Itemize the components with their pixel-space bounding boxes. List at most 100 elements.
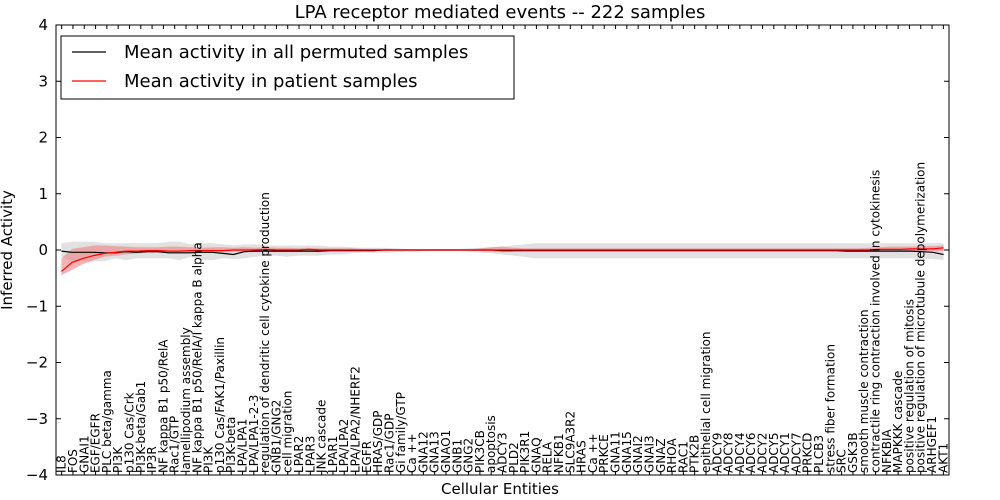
x-tick-label: ADCY3 — [496, 432, 510, 473]
x-tick-label: GNAQ — [529, 437, 543, 473]
x-tick-label: positive regulation of microtubule depol… — [914, 162, 928, 473]
legend-label-patient: Mean activity in patient samples — [124, 71, 418, 92]
x-tick-label: contractile ring contraction involved in… — [869, 170, 883, 473]
x-tick-label: MAPKKK cascade — [891, 371, 905, 473]
x-tick-label: LPAR1 — [326, 436, 340, 473]
band-patient — [61, 245, 944, 276]
x-tick-label: EGF/EGFR — [89, 413, 103, 473]
x-tick-label: GNAI2 — [631, 435, 645, 473]
x-tick-label: Rac1/GDP — [383, 414, 397, 473]
x-tick-label: ARHGEF1 — [925, 416, 939, 473]
y-tick-label: 4 — [38, 16, 48, 34]
x-tick-label: PLC beta/gamma — [100, 370, 114, 473]
y-tick-label: −4 — [26, 466, 48, 484]
x-tick-label: LPA/LPA2/NHERF2 — [349, 366, 363, 473]
x-tick-label: positive regulation of mitosis — [902, 299, 916, 473]
x-tick-label: IL8 — [55, 455, 69, 473]
x-tick-label: regulation of dendritic cell cytokine pr… — [258, 192, 272, 473]
x-tick-label: EGFR — [360, 441, 374, 473]
x-axis-label: Cellular Entities — [441, 480, 559, 498]
x-tick-label: LPA/LPA1 — [236, 419, 250, 473]
plot-frame — [55, 24, 950, 476]
x-tick-label: ADCY2 — [756, 432, 770, 473]
line-layer — [61, 247, 944, 272]
x-tick-label: NF kappa B1 p50/RelA/I kappa B alpha — [190, 242, 204, 473]
y-tick-label: −3 — [26, 410, 48, 428]
x-tick-label: apoptosis — [484, 415, 498, 473]
x-tick-label: AKT1 — [936, 443, 950, 473]
y-tick-label: 2 — [38, 129, 48, 147]
x-tick-label: GNG2 — [462, 438, 476, 473]
x-tick-label: PLD2 — [507, 442, 521, 473]
x-tick-label: PI3K — [111, 446, 125, 473]
x-tick-label: ADCY9 — [710, 432, 724, 473]
x-tick-label: FOS — [66, 449, 80, 473]
x-tick-label: GNA12 — [416, 431, 430, 473]
y-tick-label: −1 — [26, 297, 48, 315]
legend-box — [60, 35, 515, 100]
y-axis-label: Inferred Activity — [0, 190, 16, 310]
band-layer — [61, 241, 944, 276]
x-tick-label: NF kappa B1 p50/RelA — [156, 339, 170, 473]
x-tick-label: SLC9A3R2 — [563, 411, 577, 473]
x-tick-label: GNA15 — [620, 431, 634, 473]
x-tick-label: GNB1 — [450, 439, 464, 473]
x-tick-label: PLCB3 — [812, 435, 826, 473]
x-tick-label: PTK2B — [688, 435, 702, 473]
x-tick-label: GNAI3 — [642, 435, 656, 473]
x-tick-label: LPA/LPA2 — [337, 419, 351, 473]
x-tick-label: GNA13 — [428, 431, 442, 473]
x-tick-label: SRC — [835, 449, 849, 473]
x-tick-label: GNAZ — [654, 438, 668, 473]
x-tick-label: ADCY4 — [733, 432, 747, 473]
x-tick-label: GNB1/GNG2 — [269, 400, 283, 473]
x-tick-label: LPAR2 — [292, 436, 306, 473]
x-tick-label: ADCY7 — [789, 432, 803, 473]
x-tick-label: NFKBIA — [880, 428, 894, 473]
x-tick-label: GSK3B — [846, 432, 860, 473]
x-tick-label: PI3K-beta — [224, 417, 238, 473]
x-tick-label: PI3K — [202, 446, 216, 473]
x-tick-label: PI3K-beta/Gab1 — [134, 381, 148, 473]
x-tick-label: cell migration — [281, 391, 295, 473]
x-tick-label: PIK3CB — [473, 430, 487, 473]
x-tick-label: Ca ++ — [405, 433, 419, 473]
x-tick-label: PIK3R1 — [518, 431, 532, 473]
x-tick-label: JNK cascade — [315, 400, 329, 474]
x-tick-label: HRAS/GDP — [371, 411, 385, 474]
y-tick-label: −2 — [26, 354, 48, 372]
x-tick-label: ADCY8 — [722, 432, 736, 473]
x-tick-label: PRKCD — [801, 433, 815, 473]
x-tick-label: epithelial cell migration — [699, 331, 713, 473]
x-tick-label: HRAS — [575, 440, 589, 473]
x-tick-label: Rac1/GTP — [168, 416, 182, 473]
y-tick-label: 3 — [38, 72, 48, 90]
x-tick-label: GNAO1 — [439, 430, 453, 473]
x-tick-label: LPAR3 — [303, 436, 317, 473]
y-tick-label: 1 — [38, 185, 48, 203]
x-tick-label: p130 Cas/FAK1/Paxillin — [213, 337, 227, 473]
x-tick-label: RELA — [541, 441, 555, 473]
series-line-patient — [61, 247, 944, 272]
legend-label-permuted: Mean activity in all permuted samples — [124, 42, 468, 63]
x-tick-label: RHOA — [665, 437, 679, 473]
y-tick-label: 0 — [38, 241, 48, 259]
x-tick-label: ADCY5 — [767, 432, 781, 473]
x-tick-label: PRKCE — [597, 434, 611, 473]
legend: Mean activity in all permuted samples Me… — [60, 35, 515, 100]
x-tick-label: RAC1 — [676, 441, 690, 473]
x-tick-label: Ca ++ — [586, 433, 600, 473]
x-tick-label: smooth muscle contraction — [857, 309, 871, 473]
x-tick-label: lamellipodium assembly — [179, 327, 193, 473]
chart-title: LPA receptor mediated events -- 222 samp… — [295, 2, 706, 23]
x-tick-label: IP3R — [145, 446, 159, 473]
x-tick-label: Gi family/GTP — [394, 392, 408, 473]
x-tick-label: ADCY6 — [744, 432, 758, 473]
x-tick-label: ADCY1 — [778, 432, 792, 473]
x-tick-label: LPA/LPA1-2-3 — [247, 395, 261, 473]
x-tick-label: stress fiber formation — [823, 344, 837, 473]
x-tick-label: GNAI1 — [77, 435, 91, 473]
x-tick-label: p130 Cas/Crk — [123, 392, 137, 473]
